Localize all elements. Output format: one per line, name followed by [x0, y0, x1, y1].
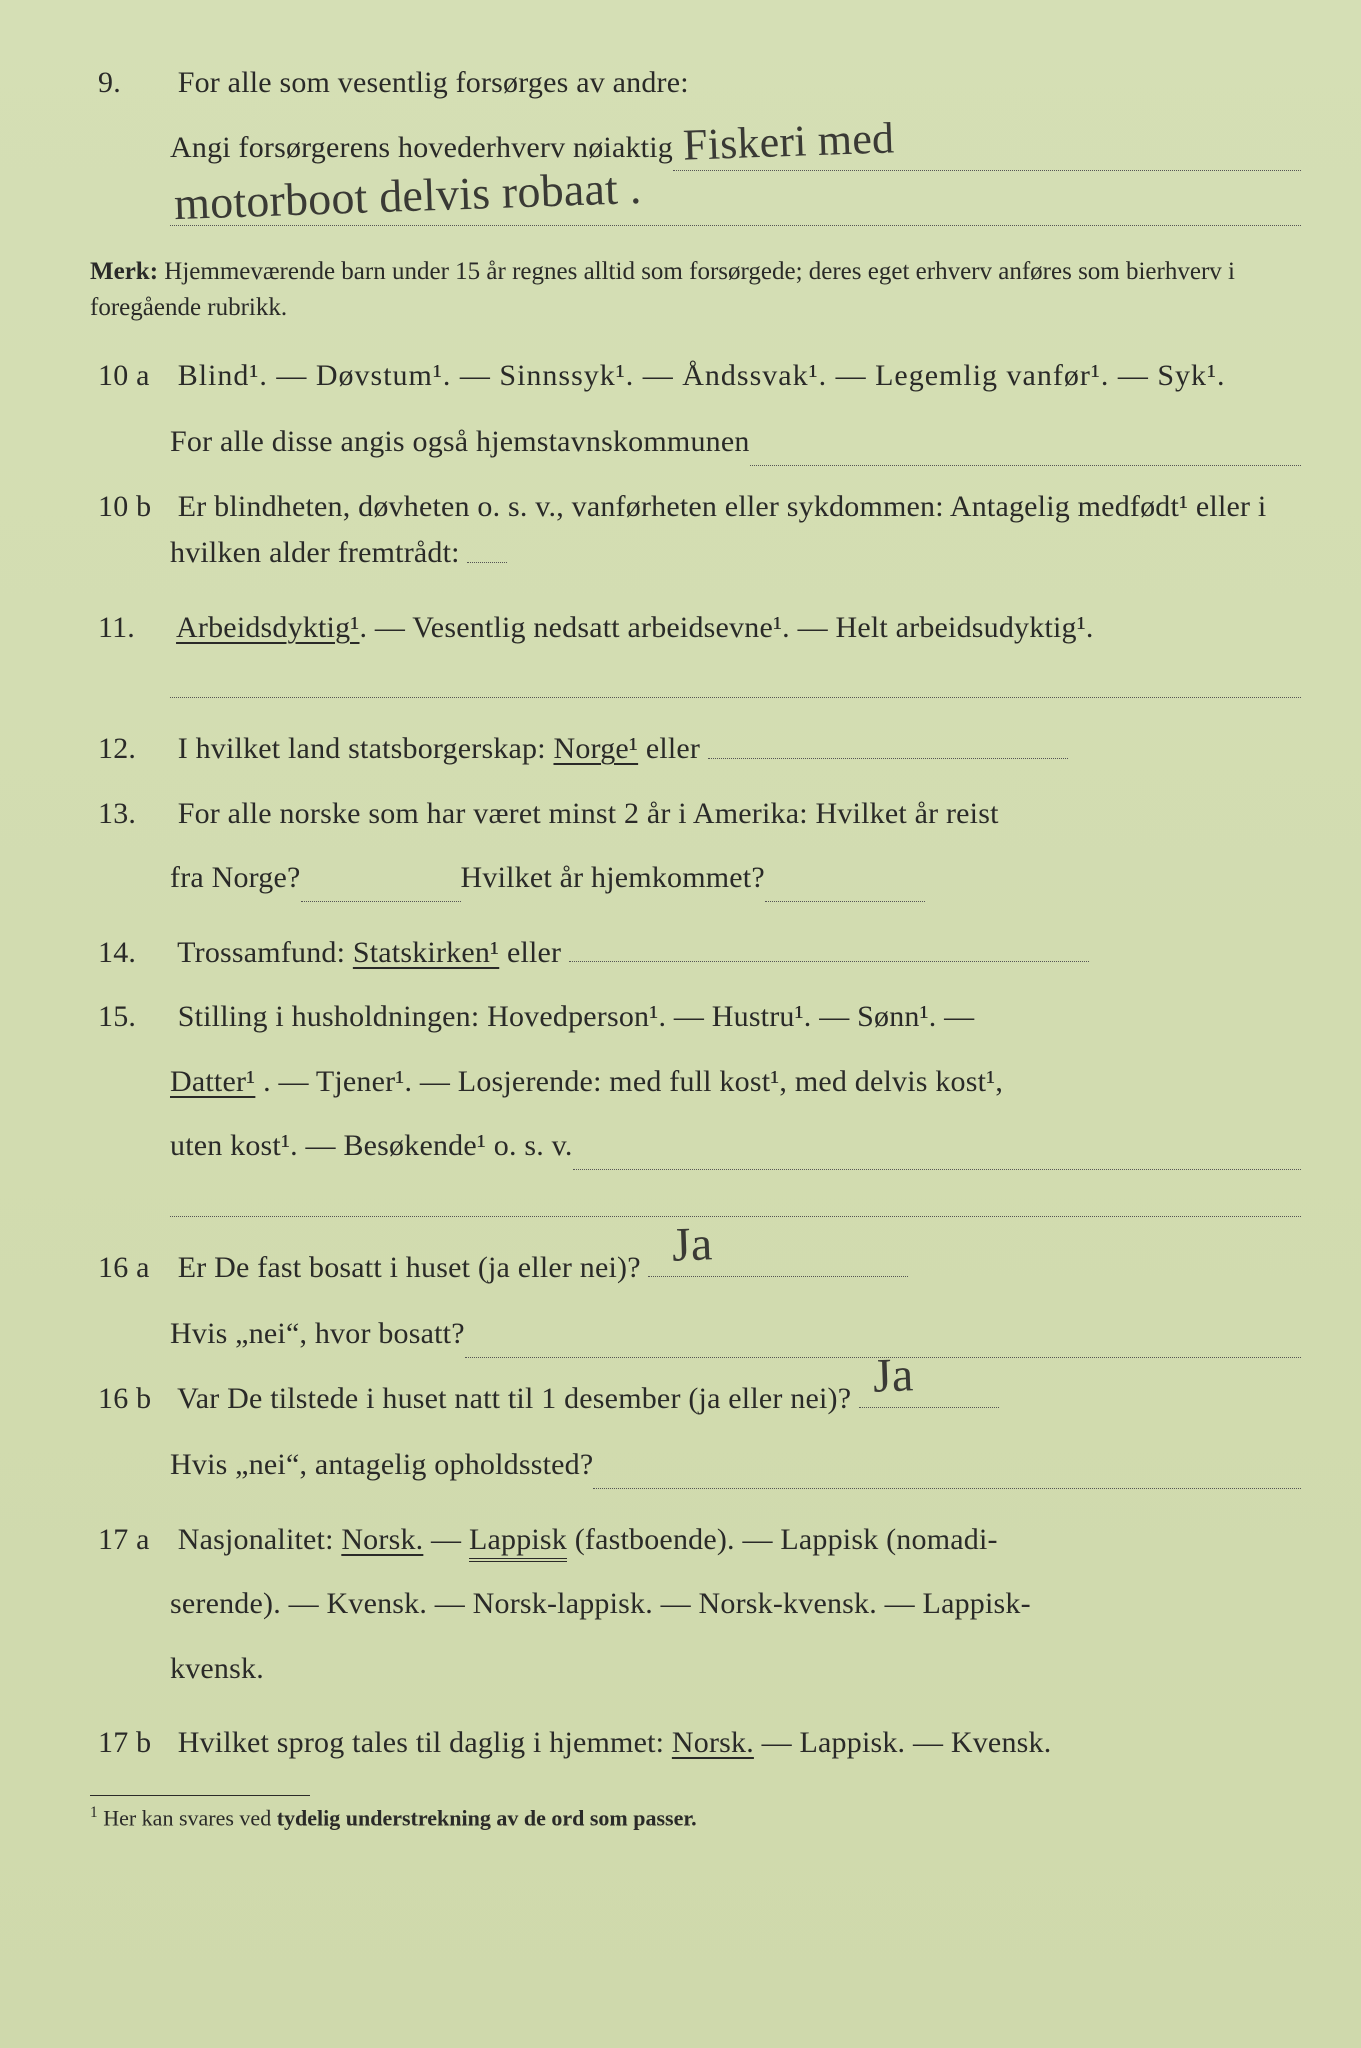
q9-handwriting-2: motorboot delvis robaat . [173, 152, 643, 240]
q10a-options: Blind¹. — Døvstum¹. — Sinnssyk¹. — Åndss… [178, 359, 1226, 392]
question-10a: 10 a Blind¹. — Døvstum¹. — Sinnssyk¹. — … [90, 353, 1301, 466]
q15-blank-2[interactable] [170, 1186, 1301, 1217]
q14-number: 14. [98, 930, 170, 977]
question-9: 9. For alle som vesentlig forsørges av a… [90, 60, 1301, 226]
question-17a: 17 a Nasjonalitet: Norsk. — Lappisk (fas… [90, 1517, 1301, 1693]
q17b-rest: — Lappisk. — Kvensk. [762, 1726, 1052, 1759]
q9-blank-1[interactable]: Fiskeri med [673, 140, 1301, 171]
q13-line2b: Hvilket år hjemkommet? [461, 855, 765, 902]
q10a-number: 10 a [98, 353, 170, 400]
q11-opt2: Vesentlig nedsatt arbeidsevne¹. [412, 611, 790, 644]
q12-number: 12. [98, 726, 170, 773]
q10b-text: Er blindheten, døvheten o. s. v., vanfør… [170, 490, 1266, 570]
q17a-line3: kvensk. [170, 1652, 264, 1685]
q15-line3: uten kost¹. — Besøkende¹ o. s. v. [170, 1123, 573, 1170]
q15-line1: Stilling i husholdningen: Hovedperson¹. … [178, 1000, 975, 1033]
footnote-rule [90, 1795, 310, 1796]
q17b-number: 17 b [98, 1720, 170, 1767]
q16b-blank-1[interactable]: Ja [859, 1407, 999, 1408]
question-17b: 17 b Hvilket sprog tales til daglig i hj… [90, 1720, 1301, 1767]
q11-opt1-underlined: Arbeidsdyktig¹ [176, 611, 359, 644]
q17a-line2: serende). — Kvensk. — Norsk-lappisk. — N… [170, 1587, 1031, 1620]
q16b-handwriting: Ja [872, 1338, 915, 1414]
q16a-line2: Hvis „nei“, hvor bosatt? [170, 1311, 465, 1358]
q13-blank-2[interactable] [765, 901, 925, 902]
question-16b: 16 b Var De tilstede i huset natt til 1 … [90, 1376, 1301, 1489]
q12-pre: I hvilket land statsborgerskap: [178, 732, 554, 765]
q14-pre: Trossamfund: [177, 936, 353, 969]
q17a-opt2-dbl-underlined: Lappisk [469, 1523, 567, 1562]
question-13: 13. For alle norske som har været minst … [90, 791, 1301, 902]
q9-blank-2[interactable]: motorboot delvis robaat . [170, 195, 1301, 226]
q17a-opt2post: (fastboende). [575, 1523, 735, 1556]
census-form-page: 9. For alle som vesentlig forsørges av a… [0, 0, 1361, 2048]
q13-number: 13. [98, 791, 170, 838]
q16b-blank-2[interactable] [593, 1458, 1301, 1489]
q16a-number: 16 a [98, 1245, 170, 1292]
merk-note: Merk: Hjemmeværende barn under 15 år reg… [90, 254, 1301, 327]
q16a-handwriting: Ja [671, 1207, 714, 1283]
q17a-opt1-underlined: Norsk. [341, 1523, 423, 1556]
question-10b: 10 b Er blindheten, døvheten o. s. v., v… [90, 484, 1301, 577]
q16b-number: 16 b [98, 1376, 170, 1423]
q16b-line2: Hvis „nei“, antagelig opholdssted? [170, 1442, 593, 1489]
q17b-pre: Hvilket sprog tales til daglig i hjemmet… [178, 1726, 672, 1759]
q17a-number: 17 a [98, 1517, 170, 1564]
footnote-sup: 1 [90, 1804, 98, 1821]
merk-text: Hjemmeværende barn under 15 år regnes al… [90, 258, 1235, 321]
q10b-number: 10 b [98, 484, 170, 531]
q11-number: 11. [98, 605, 170, 652]
q9-handwriting-1: Fiskeri med [682, 104, 895, 180]
q16a-blank-1[interactable]: Ja [648, 1276, 908, 1277]
q13-line1: For alle norske som har været minst 2 år… [178, 797, 999, 830]
footnote-pre: Her kan svares ved [103, 1805, 277, 1830]
question-11: 11. Arbeidsdyktig¹. — Vesentlig nedsatt … [90, 605, 1301, 699]
q11-sep2: — [798, 611, 836, 644]
q17a-pre: Nasjonalitet: [178, 1523, 342, 1556]
q11-opt3: Helt arbeidsudyktig¹. [835, 611, 1093, 644]
q14-post: eller [507, 936, 561, 969]
q13-line2a: fra Norge? [170, 855, 301, 902]
q10a-blank[interactable] [750, 435, 1301, 466]
q11-sep1: . — [360, 611, 413, 644]
question-12: 12. I hvilket land statsborgerskap: Norg… [90, 726, 1301, 773]
question-15: 15. Stilling i husholdningen: Hovedperso… [90, 994, 1301, 1217]
q16a-line1: Er De fast bosatt i huset (ja eller nei)… [178, 1251, 641, 1284]
q12-opt-underlined: Norge¹ [553, 732, 638, 765]
q16b-line1: Var De tilstede i huset natt til 1 desem… [177, 1382, 851, 1415]
footnote-bold: tydelig understrekning av de ord som pas… [277, 1805, 697, 1830]
q12-post: eller [646, 732, 700, 765]
q17a-sep1: — [431, 1523, 469, 1556]
merk-label: Merk: [90, 258, 158, 285]
q10a-line2: For alle disse angis også hjemstavnskomm… [170, 419, 750, 466]
q14-blank[interactable] [569, 961, 1089, 962]
q15-opt-underlined: Datter¹ [170, 1065, 255, 1098]
q15-blank[interactable] [573, 1139, 1301, 1170]
q15-number: 15. [98, 994, 170, 1041]
q17a-rest1: — Lappisk (nomadi- [742, 1523, 997, 1556]
q9-line1: For alle som vesentlig forsørges av andr… [178, 66, 689, 99]
q9-number: 9. [98, 60, 170, 107]
footnote: 1 Her kan svares ved tydelig understrekn… [90, 1804, 1301, 1831]
q14-opt-underlined: Statskirken¹ [353, 936, 499, 969]
q15-line2-rest: . — Tjener¹. — Losjerende: med full kost… [263, 1065, 1003, 1098]
question-14: 14. Trossamfund: Statskirken¹ eller [90, 930, 1301, 977]
q11-blank[interactable] [170, 667, 1301, 698]
q10b-blank[interactable] [467, 562, 507, 563]
q13-blank-1[interactable] [301, 901, 461, 902]
question-16a: 16 a Er De fast bosatt i huset (ja eller… [90, 1245, 1301, 1358]
q12-blank[interactable] [708, 758, 1068, 759]
q17b-opt-underlined: Norsk. [672, 1726, 754, 1759]
